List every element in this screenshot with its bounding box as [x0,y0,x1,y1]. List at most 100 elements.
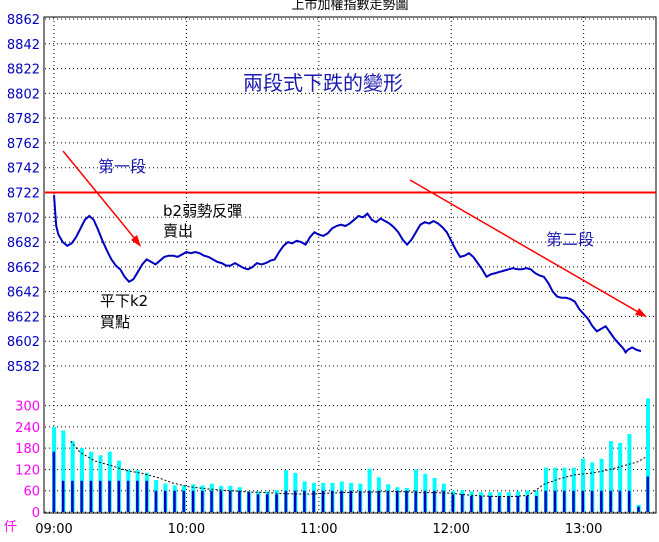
volume-bar-inner [488,496,492,512]
time-tick-label: 12:00 [432,522,469,537]
price-tick-label: 8602 [7,335,40,350]
annotation-arrow-second-leg [409,179,647,317]
volume-bar-inner [98,480,102,512]
volume-bar-inner [460,494,464,512]
volume-bar-inner [173,490,176,512]
volume-bar-inner [293,490,297,512]
price-tick-label: 8682 [7,236,40,251]
volume-bar-inner [498,496,501,512]
volume-bar-inner [126,480,130,512]
time-tick-label: 09:00 [35,522,72,537]
volume-bar-inner [423,490,427,512]
volume-bar-inner [154,490,158,512]
annotation-sell: 賣出 [163,222,193,240]
volume-bar-inner [609,490,612,512]
volume-tick-label: 120 [15,463,40,478]
volume-average-line [70,440,647,497]
volume-bar-inner [108,480,111,512]
volume-bar [571,467,576,512]
volume-bar-inner [247,492,250,512]
volume-bar [599,458,604,512]
volume-bar-inner [637,506,640,512]
volume-bar-inner [544,490,547,512]
volume-bar-inner [266,494,269,512]
volume-bar [562,467,567,512]
price-tick-label: 8862 [7,13,40,28]
price-tick-labels: 8862 8842 8822 8802 8782 8762 8742 8722 8702 8682… [7,13,40,375]
volume-bar-inner [163,490,167,512]
volume-unit-label: 仟 [4,520,17,535]
annotation-second-leg: 第二段 [546,230,594,249]
volume-bar-inner [201,490,204,512]
volume-bar-inner [228,490,232,512]
volume-bar-inner [386,490,390,512]
price-tick-label: 8662 [7,261,40,276]
annotation-arrow-first-leg [62,150,141,247]
volume-bar-inner [395,490,399,512]
volume-bar-inner [479,496,482,512]
volume-bar-inner [405,490,408,512]
price-tick-label: 8582 [7,360,40,375]
volume-bar-inner [368,490,371,512]
volume-bar [590,462,595,512]
volume-bar-inner [52,451,56,512]
plot-frame [43,16,657,514]
volume-bar [70,441,75,512]
volume-bar-inner [470,496,473,512]
time-tick-label: 13:00 [565,522,602,537]
price-tick-label: 8782 [7,112,40,127]
price-tick-label: 8762 [7,137,40,152]
volume-bar-inner [256,494,260,512]
time-tick-label: 11:00 [300,522,337,537]
volume-bar-inner [600,490,603,512]
volume-bar [79,448,84,512]
volume-bar-inner [414,490,418,512]
volume-bar-inner [507,496,510,512]
volume-bar-inner [646,476,649,512]
price-tick-label: 8722 [7,187,40,202]
volume-bar [581,458,586,512]
volume-bar-inner [590,490,594,512]
volume-bar-inner [275,494,278,512]
volume-bar-inner [562,490,566,512]
volume-bar-inner [145,480,148,512]
volume-bar-inner [358,490,362,512]
volume-bar-inner [330,490,334,512]
chart-title: 上市加權指數走勢圖 [291,0,408,13]
time-gridlines [53,17,585,513]
volume-bars [52,398,650,512]
volume-bar-inner [284,490,288,512]
volume-tick-label: 180 [15,442,40,457]
time-tick-labels: 09:00 10:00 11:00 12:00 13:00 [35,522,602,537]
volume-bar-inner [451,494,455,512]
price-tick-label: 8642 [7,286,40,301]
volume-bar-inner [219,490,223,512]
volume-bar-inner [71,480,74,512]
volume-tick-label: 60 [23,485,40,500]
volume-bar-inner [525,496,529,512]
volume-tick-labels: 300 240 180 120 60 0 [15,400,40,521]
price-tick-label: 8822 [7,63,40,78]
price-tick-label: 8742 [7,162,40,177]
volume-bar-inner [349,490,353,512]
volume-bar-inner [191,490,195,512]
volume-tick-label: 240 [15,421,40,436]
volume-tick-label: 300 [15,400,40,415]
volume-bar-inner [535,496,538,512]
volume-bar [618,442,623,512]
volume-bar-inner [627,490,631,512]
volume-bar-inner [377,490,380,512]
volume-bar-inner [553,490,557,512]
volume-bar [367,468,372,512]
volume-bar-inner [433,490,436,512]
volume-tick-label: 0 [32,506,40,521]
annotation-main: 兩段式下跌的變形 [243,71,403,95]
volume-bar-inner [80,480,83,512]
volume-bar-inner [136,480,139,512]
price-tick-label: 8802 [7,87,40,102]
price-tick-label: 8702 [7,211,40,226]
annotation-k2: 平下k2 [100,292,148,310]
price-tick-label: 8622 [7,310,40,325]
volume-bar [608,441,613,512]
